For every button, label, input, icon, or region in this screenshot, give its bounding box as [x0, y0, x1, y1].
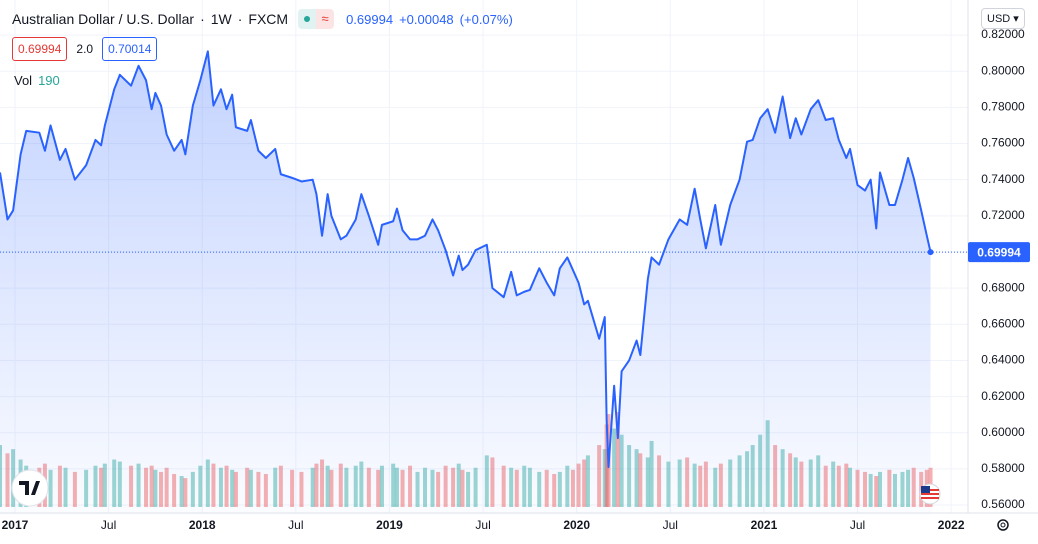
y-tick-label: 0.76000 — [981, 136, 1025, 150]
y-tick-label: 0.56000 — [981, 497, 1025, 511]
interval: 1W — [210, 11, 232, 27]
y-tick-label: 0.82000 — [981, 27, 1025, 41]
currency-selector[interactable]: USD ▾ — [981, 8, 1025, 29]
flag-icon — [919, 483, 941, 505]
last-price-label: 0.69994 — [977, 245, 1021, 259]
change-percent: (+0.07%) — [459, 11, 513, 27]
y-tick-label: 0.58000 — [981, 461, 1025, 475]
separator: · — [200, 11, 205, 27]
trade-boxes: 0.69994 2.0 0.70014 — [12, 37, 158, 61]
y-tick-label: 0.60000 — [981, 425, 1025, 439]
x-tick-label: 2020 — [563, 518, 590, 532]
y-tick-label: 0.78000 — [981, 100, 1025, 114]
status-pill[interactable]: ≈ — [298, 9, 335, 29]
y-tick-label: 0.74000 — [981, 172, 1025, 186]
exchange: FXCM — [248, 11, 289, 27]
y-tick-label: 0.66000 — [981, 316, 1025, 330]
symbol-title: Australian Dollar / U.S. Dollar — [12, 11, 195, 27]
x-tick-label: 2021 — [751, 518, 778, 532]
spread: 2.0 — [76, 42, 94, 56]
volume-label: Vol — [14, 73, 33, 88]
x-tick-label: 2018 — [189, 518, 216, 532]
y-tick-label: 0.80000 — [981, 63, 1025, 77]
legend-header: Australian Dollar / U.S. Dollar · 1W · F… — [12, 9, 519, 29]
sell-price[interactable]: 0.69994 — [12, 37, 68, 61]
y-tick-label: 0.64000 — [981, 353, 1025, 367]
x-tick-label: 2019 — [376, 518, 403, 532]
buy-price[interactable]: 0.70014 — [102, 37, 158, 61]
x-tick-label: 2017 — [2, 518, 29, 532]
x-tick-label: Jul — [288, 518, 303, 532]
last-price: 0.69994 — [346, 11, 394, 27]
volume-value: 190 — [38, 73, 60, 88]
delay-status: ≈ — [316, 9, 335, 29]
x-tick-label: Jul — [101, 518, 116, 532]
x-tick-label: Jul — [850, 518, 865, 532]
y-tick-label: 0.68000 — [981, 280, 1025, 294]
currency: USD — [987, 13, 1011, 25]
x-tick-label: Jul — [475, 518, 490, 532]
quote: 0.69994 +0.00048 (+0.07%) — [346, 12, 519, 27]
last-point — [927, 249, 934, 256]
y-tick-label: 0.62000 — [981, 389, 1025, 403]
change: +0.00048 — [399, 11, 454, 27]
last-price-tag — [968, 242, 1030, 263]
separator: · — [237, 11, 243, 27]
volume-legend: Vol 190 — [14, 73, 60, 88]
x-tick-label: 2022 — [938, 518, 965, 532]
logo — [11, 469, 49, 507]
area-fill — [0, 51, 931, 516]
market-status — [298, 9, 317, 29]
price-line — [0, 50, 932, 469]
x-tick-label: Jul — [663, 518, 678, 532]
settings-icon[interactable] — [997, 519, 1009, 531]
y-tick-label: 0.72000 — [981, 208, 1025, 222]
